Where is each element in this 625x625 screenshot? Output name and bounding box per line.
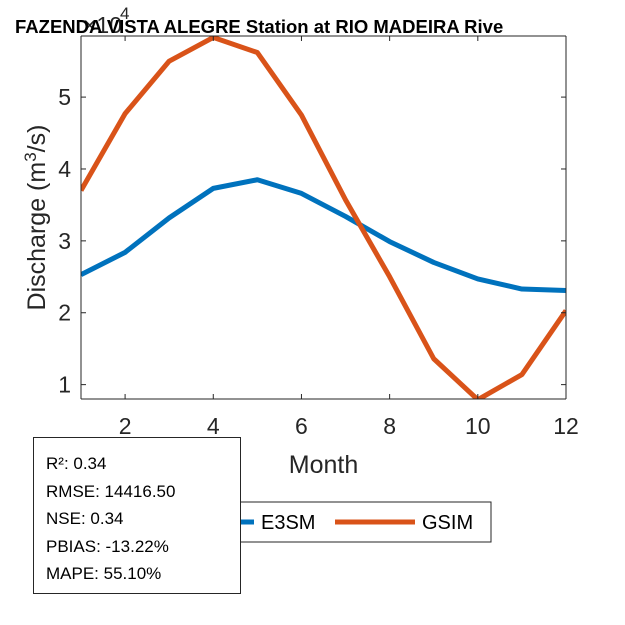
x-axis-label: Month (289, 451, 358, 479)
y-exponent-label: ×10 (83, 12, 122, 38)
stat-nse: NSE: 0.34 (46, 509, 124, 528)
x-tick-label: 2 (119, 413, 132, 439)
y-tick-label: 3 (58, 228, 71, 254)
stat-pbias: PBIAS: -13.22% (46, 536, 169, 556)
x-tick-label: 10 (465, 413, 491, 439)
y-tick-label: 1 (58, 372, 71, 398)
x-tick-label: 8 (383, 413, 396, 439)
stat-mape: MAPE: 55.10% (46, 564, 162, 583)
x-tick-label: 6 (295, 413, 308, 439)
series-line-e3sm (81, 177, 566, 293)
y-axis-label: Discharge (m3/s) (21, 125, 51, 311)
stats-box: R²: 0.34 RMSE: 14416.50 NSE: 0.34 PBIAS:… (33, 437, 241, 594)
series-line-gsim (81, 36, 566, 399)
y-tick-label: 4 (58, 156, 71, 182)
y-tick-label: 2 (58, 300, 71, 326)
chart-title: FAZENDA VISTA ALEGRE Station at RIO MADE… (15, 16, 503, 37)
stat-rmse: RMSE: 14416.50 (46, 481, 176, 501)
y-exponent-power: 4 (120, 4, 129, 23)
legend-label-gsim: GSIM (422, 512, 473, 534)
y-tick-label: 5 (58, 84, 71, 110)
legend-label-e3sm: E3SM (261, 512, 315, 534)
stat-r2: R²: 0.34 (46, 454, 107, 473)
x-tick-label: 4 (207, 413, 220, 439)
x-tick-label: 12 (553, 413, 579, 439)
